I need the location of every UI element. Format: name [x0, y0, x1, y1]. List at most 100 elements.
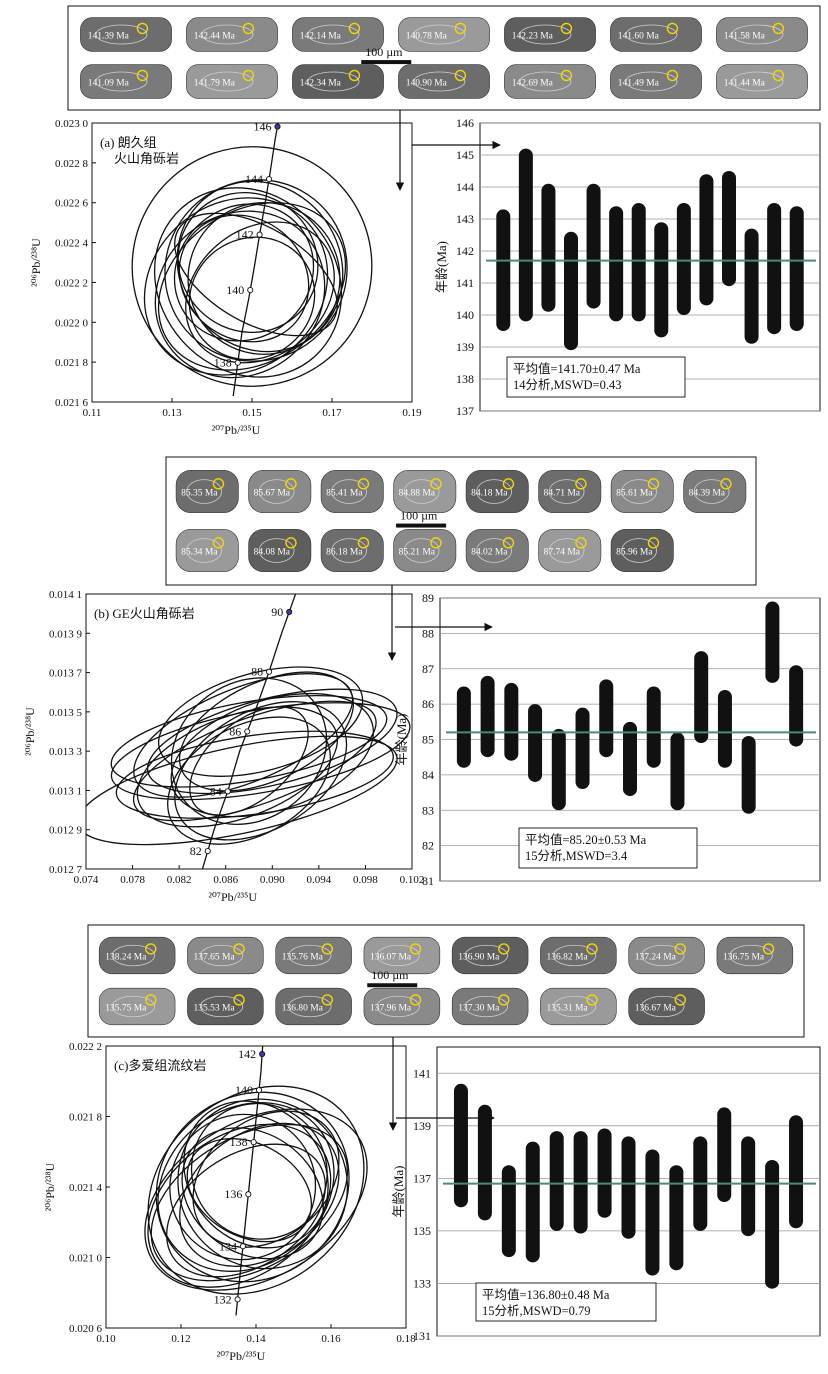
zircon-grain-image	[504, 64, 596, 99]
analysis-spot-marker	[357, 478, 370, 490]
age-error-bar	[597, 1128, 612, 1218]
zircon-grain-image	[363, 987, 441, 1026]
x-axis-label: ²⁰⁷Pb/²³⁵U	[217, 1349, 266, 1363]
age-error-bar	[623, 721, 637, 797]
age-error-bar	[645, 1149, 660, 1276]
connector-arrows	[387, 585, 493, 661]
grain-age-label: 135.53 Ma	[193, 1004, 235, 1014]
analysis-spot-marker	[502, 478, 515, 490]
panel-subtitle: 火山角砾岩	[114, 151, 179, 166]
error-ellipse	[167, 716, 331, 845]
analysis-spot-marker	[720, 478, 732, 490]
zircon-grain-image	[275, 987, 352, 1026]
error-ellipse	[132, 700, 377, 822]
y-tick-label: 140	[456, 308, 474, 322]
zircon-grain-image	[398, 17, 490, 52]
concordia-age-label: 86	[229, 725, 241, 739]
error-ellipse	[147, 1085, 365, 1295]
zoning-band	[625, 24, 678, 45]
zoning-band	[111, 944, 155, 967]
grain-age-label: 84.39 Ma	[689, 489, 726, 499]
concordia-age-marker	[256, 231, 263, 238]
analysis-spot-marker	[586, 943, 598, 955]
age-error-bar	[453, 1083, 468, 1208]
concordia-age-label: 140	[226, 283, 244, 297]
analysis-count-text: 15分析,MSWD=0.79	[482, 1304, 590, 1318]
concordia-age-label: 146	[253, 120, 271, 134]
result-box	[475, 1282, 657, 1322]
y-tick-label: 141	[413, 1066, 431, 1080]
x-tick-label: 0.086	[213, 874, 238, 886]
age-error-bar	[586, 183, 601, 309]
x-axis-label: ²⁰⁷Pb/²³⁵U	[208, 890, 257, 904]
grain-age-label: 85.41 Ma	[326, 489, 363, 499]
analysis-spot-marker	[454, 69, 467, 82]
age-error-bar	[480, 675, 495, 758]
age-error-bar	[699, 174, 714, 306]
y-tick-label: 0.022 8	[55, 158, 89, 170]
analysis-spot-marker	[233, 943, 245, 955]
grain-age-label: 84.71 Ma	[544, 489, 581, 499]
analysis-spot-marker	[454, 22, 467, 35]
error-ellipse	[157, 666, 364, 777]
zoning-band	[552, 995, 597, 1018]
zircon-grain-image	[610, 17, 702, 52]
concordia-age-marker	[239, 1243, 247, 1250]
analysis-spot-marker	[357, 537, 370, 549]
zircon-grain-image	[610, 64, 702, 99]
zoning-band	[621, 538, 657, 563]
scale-bar-label: 100 µm	[371, 968, 409, 982]
concordia-age-marker	[265, 176, 273, 183]
analysis-spot-marker	[430, 537, 442, 549]
y-tick-label: 82	[422, 839, 434, 853]
age-error-bar	[477, 1104, 492, 1221]
zircon-grain-image	[451, 987, 529, 1026]
zoning-band	[201, 71, 254, 92]
error-ellipse	[178, 214, 310, 343]
concordia-plot: 0.074 0.078 0.082 0.086 0.090 0.094 0.098 0.102…	[23, 589, 424, 904]
error-ellipse	[157, 202, 347, 371]
zoning-band	[258, 479, 295, 504]
y-tick-label: 0.012 7	[49, 864, 83, 876]
y-tick-label: 0.022 4	[55, 238, 89, 250]
zircon-grain-image	[628, 936, 705, 975]
analysis-spot-marker	[502, 537, 515, 549]
scale-bar-label: 100 µm	[400, 509, 438, 523]
analysis-spot-marker	[145, 994, 157, 1006]
grain-age-label: 87.74 Ma	[544, 548, 581, 558]
error-ellipses	[86, 594, 411, 869]
analysis-count-text: 14分析,MSWD=0.43	[513, 378, 621, 392]
error-ellipse	[164, 179, 348, 362]
age-error-bar	[669, 1165, 684, 1271]
grain-age-label: 85.21 Ma	[399, 548, 436, 558]
x-tick-label: 0.094	[306, 874, 331, 886]
age-error-bar	[646, 686, 661, 768]
zoning-band	[186, 479, 222, 504]
zircon-grain-image	[363, 936, 441, 975]
scale-bar	[396, 523, 447, 528]
y-tick-label: 141	[456, 276, 474, 290]
zoning-band	[403, 479, 440, 504]
error-ellipse	[166, 1143, 326, 1278]
x-tick-label: 0.102	[400, 874, 425, 886]
x-tick-label: 0.10	[96, 1333, 116, 1345]
zoning-band	[331, 479, 367, 504]
y-tick-label: 86	[422, 697, 434, 711]
error-ellipse	[143, 197, 329, 376]
zoning-band	[376, 995, 420, 1018]
grain-age-label: 140.90 Ma	[406, 79, 448, 89]
grain-age-label: 136.82 Ma	[546, 953, 588, 963]
y-tick-label: 0.013 7	[49, 668, 83, 680]
zoning-band	[413, 71, 466, 92]
zoning-band	[201, 24, 254, 45]
zoning-band	[199, 995, 244, 1018]
scale-bar	[361, 60, 412, 65]
scale-bar-label: 100 µm	[365, 45, 403, 59]
grain-age-label: 142.69 Ma	[512, 79, 554, 89]
age-error-bar	[676, 203, 691, 315]
grain-age-label: 137.30 Ma	[458, 1004, 500, 1014]
zoning-band	[413, 24, 466, 45]
age-error-bar	[501, 1165, 516, 1258]
y-tick-label: 85	[422, 733, 434, 747]
error-ellipse	[192, 1110, 340, 1248]
